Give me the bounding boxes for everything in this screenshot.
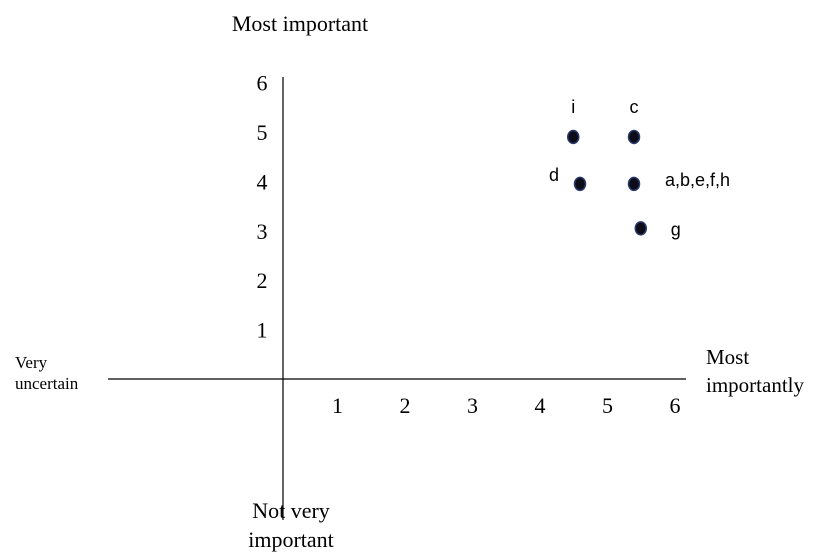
axis-label-left-line1: Very	[15, 353, 48, 372]
data-point	[567, 129, 580, 145]
y-tick-labels: 1 2 3 4 5 6	[257, 71, 268, 343]
x-tick-label: 3	[467, 393, 478, 418]
axis-label-right-line2: importantly	[706, 373, 804, 397]
data-point-label: g	[671, 219, 681, 239]
y-tick-label: 1	[257, 318, 268, 343]
x-tick-label: 5	[602, 393, 613, 418]
axis-label-top: Most important	[232, 11, 368, 36]
axis-label-left-line2: uncertain	[15, 374, 79, 393]
data-point	[627, 176, 641, 192]
data-points	[567, 129, 647, 236]
data-point-label: c	[630, 97, 639, 117]
data-point-label: i	[571, 97, 575, 117]
data-point	[634, 221, 647, 236]
x-tick-label: 4	[535, 393, 546, 418]
data-point-labels: i c d a,b,e,f,h g	[549, 97, 730, 239]
axis-label-bottom-line2: important	[248, 527, 334, 552]
x-tick-label: 1	[332, 393, 343, 418]
data-point-label: d	[549, 165, 559, 185]
x-tick-label: 6	[670, 393, 681, 418]
axis-label-bottom-line1: Not very	[252, 498, 330, 523]
y-tick-label: 4	[257, 169, 268, 194]
y-tick-label: 6	[257, 71, 268, 96]
x-tick-labels: 1 2 3 4 5 6	[332, 393, 681, 418]
y-tick-label: 3	[257, 219, 268, 244]
axis-label-right-line1: Most	[706, 345, 749, 369]
y-tick-label: 5	[257, 120, 268, 145]
x-tick-label: 2	[400, 393, 411, 418]
data-point	[627, 129, 641, 145]
y-tick-label: 2	[257, 268, 268, 293]
data-point-label: a,b,e,f,h	[665, 170, 730, 190]
data-point	[573, 176, 587, 192]
